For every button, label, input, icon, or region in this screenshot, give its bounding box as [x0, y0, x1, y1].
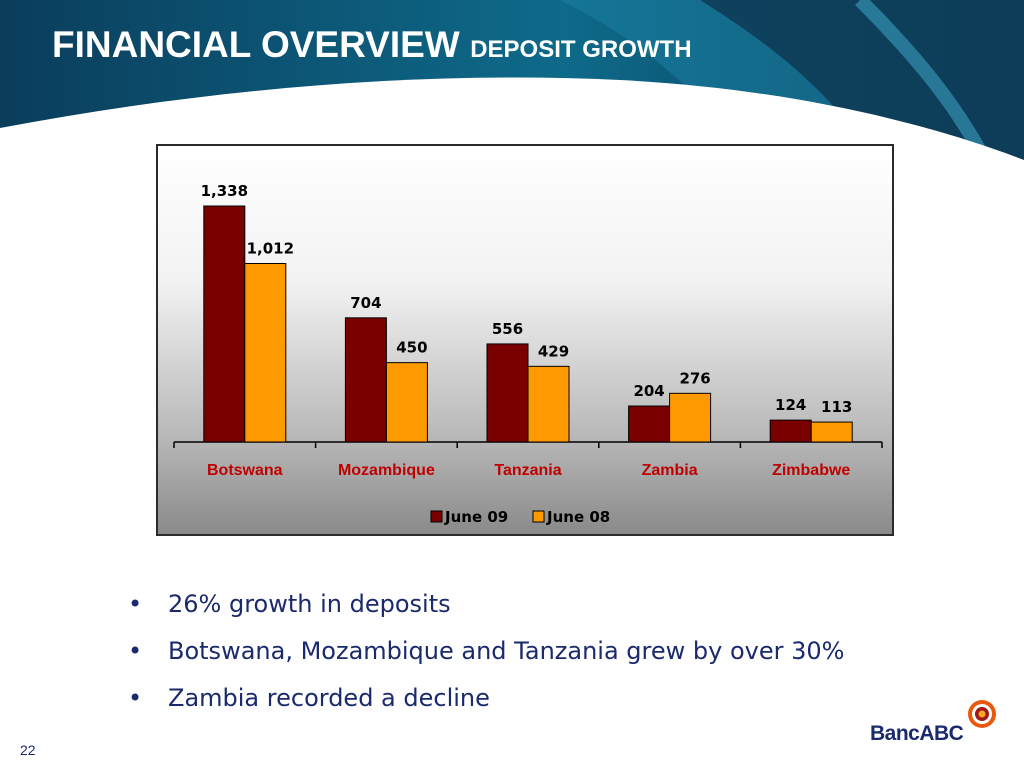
logo: BancABC: [870, 722, 964, 745]
slide-title: FINANCIAL OVERVIEW DEPOSIT GROWTH: [52, 24, 692, 66]
bar-june09: [769, 419, 812, 443]
bar-june08: [244, 263, 287, 443]
bar-june08: [810, 421, 853, 443]
bar-june08: [527, 365, 570, 443]
data-label: 124: [775, 396, 806, 414]
title-main: FINANCIAL OVERVIEW: [52, 24, 460, 65]
bullet-item: Zambia recorded a decline: [128, 680, 844, 727]
legend-label: June 09: [444, 508, 508, 526]
page-number: 22: [20, 742, 36, 758]
bullet-item: Botswana, Mozambique and Tanzania grew b…: [128, 633, 844, 680]
legend-swatch: [430, 510, 443, 523]
legend-label: June 08: [546, 508, 610, 526]
legend-swatch: [532, 510, 545, 523]
data-label: 429: [538, 342, 569, 360]
category-label: Mozambique: [338, 462, 435, 479]
bar-june09: [486, 343, 529, 443]
bar-june08: [669, 392, 712, 443]
data-label: 113: [821, 398, 852, 416]
bar-june09: [628, 405, 671, 443]
data-label: 276: [679, 369, 710, 387]
data-label: 704: [350, 294, 381, 312]
bar-june08: [385, 362, 428, 443]
category-label: Zambia: [642, 462, 698, 479]
data-label: 556: [492, 320, 523, 338]
category-label: Botswana: [207, 462, 283, 479]
data-label: 204: [633, 382, 664, 400]
category-label: Zimbabwe: [772, 462, 850, 479]
data-label: 450: [396, 339, 427, 357]
chart-area: 1,338 1,012 Botswana 704 450 Mozambique 556 429…: [156, 144, 894, 536]
header-banner: [0, 0, 1024, 170]
title-sub: DEPOSIT GROWTH: [470, 36, 692, 63]
bar-june09: [344, 317, 387, 443]
bullet-list: 26% growth in deposits Botswana, Mozambi…: [128, 586, 844, 727]
data-label: 1,012: [247, 240, 294, 258]
bullet-item: 26% growth in deposits: [128, 586, 844, 633]
deposit-growth-chart: 1,338 1,012 Botswana 704 450 Mozambique 556 429…: [173, 182, 883, 526]
category-label: Tanzania: [494, 462, 561, 479]
logo-icon: [968, 700, 996, 728]
data-label: 1,338: [201, 182, 248, 200]
bar-june09: [203, 205, 246, 443]
